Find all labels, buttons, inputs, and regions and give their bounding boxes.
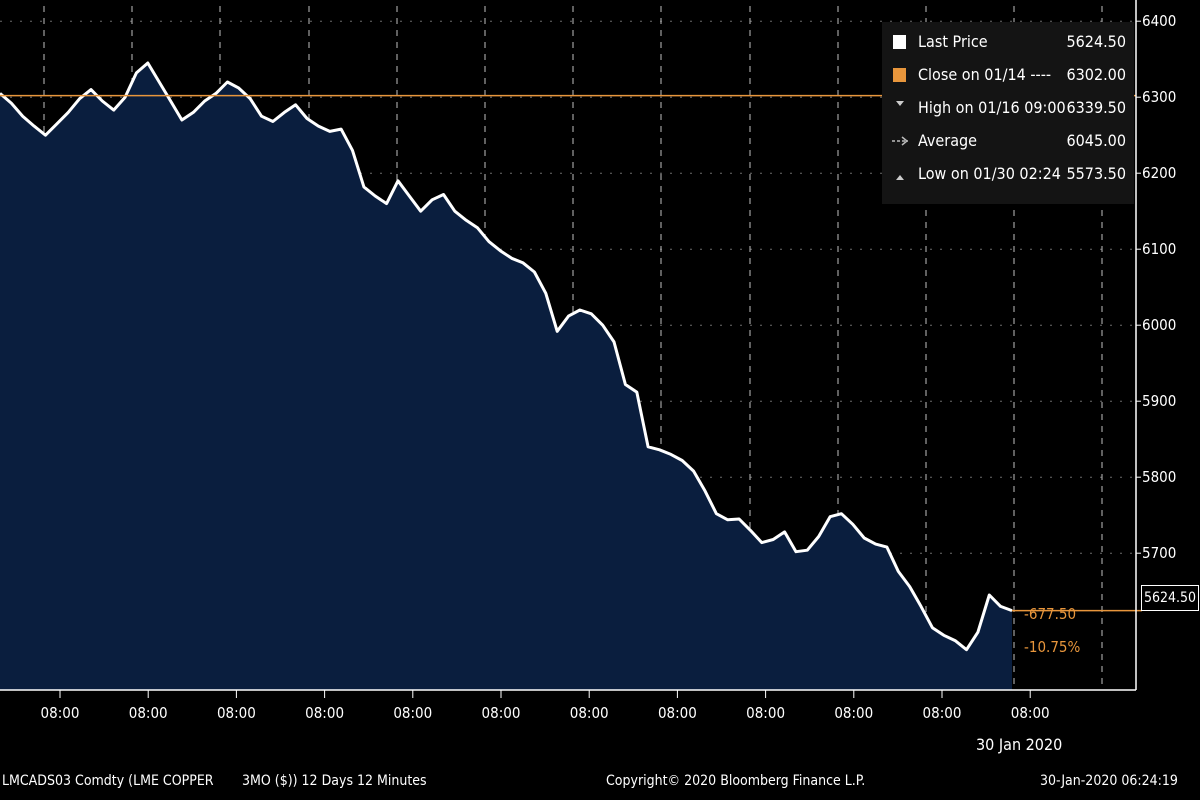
legend-close[interactable]: Close on 01/14 ---- 6302.00 (892, 63, 1126, 87)
legend-value: 6339.50 (1066, 98, 1126, 117)
x-tick-label: 08:00 (129, 704, 168, 722)
x-tick-label: 08:00 (217, 704, 256, 722)
legend-label: Close on 01/14 ---- (918, 65, 1052, 84)
x-axis-ticks: 08:00 08:00 08:00 08:00 08:00 08:00 08:00 08:00… (41, 690, 1050, 722)
x-tick-label: 08:00 (923, 704, 962, 722)
date-label: 30 Jan 2020 (976, 735, 1063, 754)
footer-ticker: LMCADS03 Comdty (LME COPPER (2, 773, 214, 789)
legend-value: 6302.00 (1066, 65, 1126, 84)
price-area (0, 63, 1012, 690)
y-tick-label: 5700 (1142, 544, 1176, 562)
x-tick-label: 08:00 (41, 704, 80, 722)
change-percent: -10.75% (1024, 638, 1081, 656)
footer-copyright: Copyright© 2020 Bloomberg Finance L.P. (606, 773, 866, 789)
y-tick-label: 6000 (1142, 316, 1176, 334)
footer-period: 3MO ($)) 12 Days 12 Minutes (242, 773, 427, 789)
legend-value: 6045.00 (1066, 131, 1126, 150)
x-tick-label: 08:00 (393, 704, 432, 722)
legend-label: Last Price (918, 32, 988, 51)
footer-timestamp: 30-Jan-2020 06:24:19 (1040, 773, 1178, 789)
legend-label: High on 01/16 09:00 (918, 98, 1066, 117)
change-absolute: -677.50 (1024, 605, 1077, 623)
price-line (0, 61, 1013, 652)
legend-label: Average (918, 131, 978, 150)
low-marker-icon (892, 162, 908, 186)
y-tick-label: 6100 (1142, 240, 1176, 258)
high-marker-icon (892, 96, 908, 120)
legend-label: Low on 01/30 02:24 (918, 164, 1061, 183)
legend-average[interactable]: Average 6045.00 (892, 129, 1126, 153)
x-tick-label: 08:00 (658, 704, 697, 722)
y-tick-label: 6200 (1142, 164, 1176, 182)
legend-value: 5573.50 (1066, 164, 1126, 183)
y-tick-label: 5900 (1142, 392, 1176, 410)
y-tick-label: 6400 (1142, 12, 1176, 30)
y-tick-label: 5800 (1142, 468, 1176, 486)
legend: Last Price 5624.50 Close on 01/14 ---- 6… (882, 22, 1134, 204)
last-price-swatch-icon (892, 30, 908, 54)
legend-high[interactable]: High on 01/16 09:00 6339.50 (892, 96, 1126, 120)
close-swatch-icon (892, 63, 908, 87)
x-tick-label: 08:00 (305, 704, 344, 722)
x-tick-label: 08:00 (482, 704, 521, 722)
y-axis-ticks: 6400 6300 6200 6100 6000 5900 5800 5700 (1136, 12, 1176, 562)
average-line-icon (892, 129, 909, 153)
legend-value: 5624.50 (1066, 32, 1126, 51)
x-tick-label: 08:00 (570, 704, 609, 722)
y-tick-label: 6300 (1142, 88, 1176, 106)
legend-last-price[interactable]: Last Price 5624.50 (892, 30, 1126, 54)
x-tick-label: 08:00 (746, 704, 785, 722)
x-tick-label: 08:00 (1011, 704, 1050, 722)
legend-low[interactable]: Low on 01/30 02:24 5573.50 (892, 162, 1126, 186)
x-tick-label: 08:00 (834, 704, 873, 722)
last-price-tag: 5624.50 (1141, 585, 1199, 611)
